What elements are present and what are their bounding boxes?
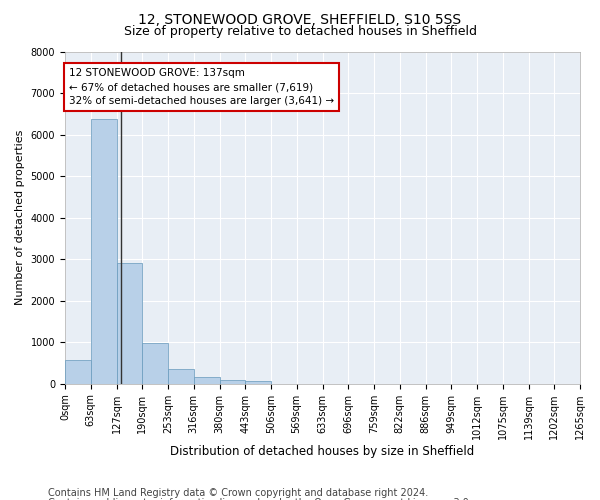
Y-axis label: Number of detached properties: Number of detached properties xyxy=(15,130,25,306)
Bar xyxy=(168,369,194,384)
Bar xyxy=(245,381,271,384)
Text: Contains public sector information licensed under the Open Government Licence v3: Contains public sector information licen… xyxy=(48,498,472,500)
Bar xyxy=(142,344,168,384)
Bar xyxy=(194,377,220,384)
Bar xyxy=(116,264,142,384)
X-axis label: Distribution of detached houses by size in Sheffield: Distribution of detached houses by size … xyxy=(170,444,475,458)
Bar xyxy=(91,119,116,384)
Text: Size of property relative to detached houses in Sheffield: Size of property relative to detached ho… xyxy=(124,25,476,38)
Bar xyxy=(65,360,91,384)
Text: 12, STONEWOOD GROVE, SHEFFIELD, S10 5SS: 12, STONEWOOD GROVE, SHEFFIELD, S10 5SS xyxy=(139,12,461,26)
Bar xyxy=(220,380,245,384)
Text: Contains HM Land Registry data © Crown copyright and database right 2024.: Contains HM Land Registry data © Crown c… xyxy=(48,488,428,498)
Text: 12 STONEWOOD GROVE: 137sqm
← 67% of detached houses are smaller (7,619)
32% of s: 12 STONEWOOD GROVE: 137sqm ← 67% of deta… xyxy=(69,68,334,106)
